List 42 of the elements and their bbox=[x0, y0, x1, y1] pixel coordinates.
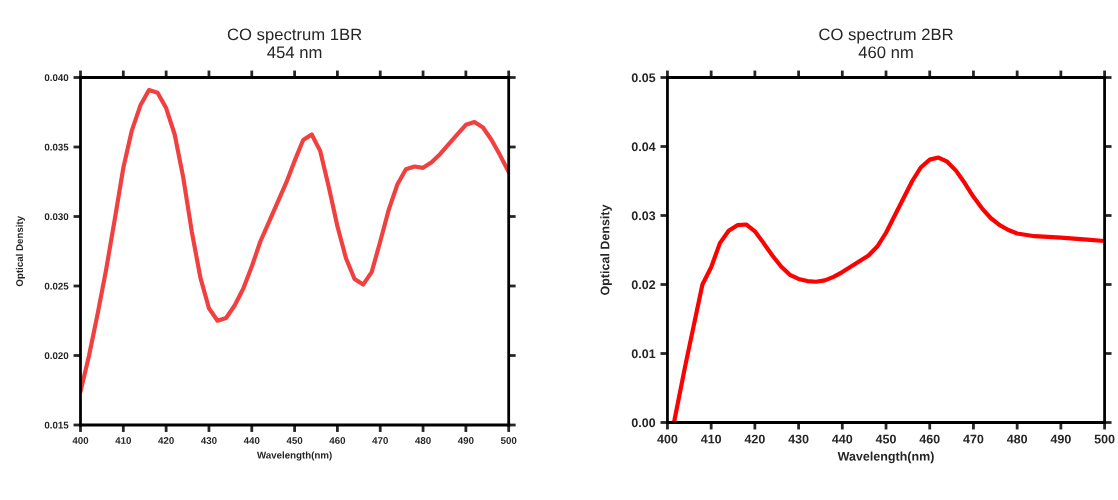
x-tick-label: 450 bbox=[286, 437, 303, 444]
y-tick-label: 0.05 bbox=[631, 73, 656, 83]
x-tick-label: 480 bbox=[1006, 434, 1028, 444]
x-tick-label: 460 bbox=[329, 437, 346, 444]
x-tick-label: 470 bbox=[963, 434, 984, 444]
y-tick-label: 0.00 bbox=[631, 418, 656, 428]
x-tick-label: 440 bbox=[832, 434, 853, 444]
x-tick-label: 410 bbox=[115, 437, 132, 444]
x-axis-title: Wavelength(nm) bbox=[256, 451, 332, 461]
x-tick-label: 490 bbox=[457, 437, 474, 444]
x-tick-label: 450 bbox=[875, 434, 896, 444]
y-tick-label: 0.03 bbox=[631, 211, 656, 221]
y-tick-label: 0.025 bbox=[44, 282, 69, 290]
y-tick-label: 0.035 bbox=[44, 143, 69, 151]
x-tick-label: 500 bbox=[1094, 434, 1115, 444]
x-tick-label: 400 bbox=[72, 437, 89, 444]
y-tick-label: 0.030 bbox=[44, 213, 69, 221]
y-tick-label: 0.04 bbox=[631, 142, 656, 152]
x-tick-label: 400 bbox=[657, 434, 678, 444]
x-tick-label: 410 bbox=[700, 434, 722, 444]
y-tick-label: 0.040 bbox=[44, 74, 69, 82]
y-tick-label: 0.02 bbox=[631, 280, 656, 290]
x-tick-label: 430 bbox=[788, 434, 809, 444]
x-tick-label: 420 bbox=[744, 434, 765, 444]
x-tick-label: 430 bbox=[200, 437, 217, 444]
y-tick-label: 0.015 bbox=[44, 421, 69, 429]
chart-title: CO spectrum 2BR 460 nm bbox=[819, 28, 953, 59]
x-tick-label: 490 bbox=[1050, 434, 1071, 444]
y-axis-title: Optical Density bbox=[600, 204, 612, 295]
x-tick-label: 480 bbox=[415, 437, 431, 444]
y-axis-title: Optical Density bbox=[15, 215, 25, 287]
y-tick-label: 0.01 bbox=[631, 349, 656, 359]
x-tick-label: 440 bbox=[243, 437, 260, 444]
x-tick-label: 470 bbox=[372, 437, 388, 444]
line-series bbox=[80, 87, 509, 394]
chart-title: CO spectrum 1BR 454 nm bbox=[227, 28, 362, 59]
x-tick-label: 500 bbox=[500, 437, 517, 444]
x-tick-label: 460 bbox=[919, 434, 940, 444]
y-tick-label: 0.020 bbox=[44, 352, 69, 360]
x-axis-title: Wavelength(nm) bbox=[837, 451, 934, 464]
line-series bbox=[671, 155, 1105, 423]
x-tick-label: 420 bbox=[158, 437, 174, 444]
